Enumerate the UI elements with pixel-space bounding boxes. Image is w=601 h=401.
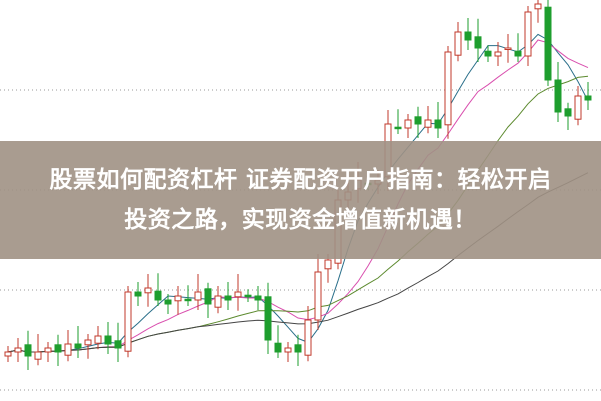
candle-body (214, 295, 222, 308)
candle-body (84, 339, 92, 346)
candle-body (34, 351, 42, 360)
candle-body (44, 347, 52, 353)
candle-body (224, 295, 232, 301)
candle-body (174, 295, 182, 302)
candle-body (324, 259, 332, 270)
candle-body (194, 291, 202, 301)
candle-body (314, 271, 322, 321)
candle-body (104, 335, 112, 345)
candle-body (554, 79, 562, 113)
candle-body (504, 47, 512, 50)
candle-body (144, 287, 152, 294)
candle-body (524, 11, 532, 57)
candle-body (464, 31, 472, 41)
candle-body (164, 299, 172, 305)
candle-body (544, 6, 552, 81)
candle-body (14, 347, 22, 353)
candle-body (244, 294, 252, 298)
candle-body (204, 288, 212, 305)
candle-body (584, 95, 592, 101)
candle-body (274, 342, 282, 353)
candle-body (534, 3, 542, 10)
candle-body (474, 36, 482, 49)
candle-body (404, 119, 412, 129)
candle-body (284, 347, 292, 353)
candle-body (54, 344, 62, 353)
candle-body (114, 340, 122, 349)
candle-body (444, 51, 452, 126)
candle-body (154, 290, 162, 301)
candle-body (304, 319, 312, 356)
candle-body (454, 31, 462, 56)
candle-body (184, 298, 192, 302)
candle-body (64, 343, 72, 356)
candle-body (254, 295, 262, 301)
candle-body (494, 51, 502, 57)
candle-body (24, 344, 32, 357)
candle-body (484, 50, 492, 57)
candle-body (124, 291, 132, 352)
candle-body (434, 119, 442, 129)
headline-line-2: 投资之路，实现资金增值新机遇！ (124, 207, 477, 233)
candle-body (394, 126, 402, 130)
candle-body (564, 108, 572, 117)
candle-body (234, 291, 242, 298)
headline-banner: 股票如何配资杠杆 证券配资开户指南：轻松开启 投资之路，实现资金增值新机遇！ (0, 141, 601, 259)
candle-body (414, 116, 422, 125)
candle-body (94, 335, 102, 344)
candle-body (134, 291, 142, 297)
candle-body (574, 95, 582, 120)
headline-line-1: 股票如何配资杠杆 证券配资开户指南：轻松开启 (49, 167, 552, 193)
candle-body (4, 351, 12, 357)
candle-body (74, 343, 82, 349)
candle-body (264, 296, 272, 341)
candle-body (424, 119, 432, 128)
candle-body (294, 344, 302, 353)
candle-body (514, 50, 522, 57)
